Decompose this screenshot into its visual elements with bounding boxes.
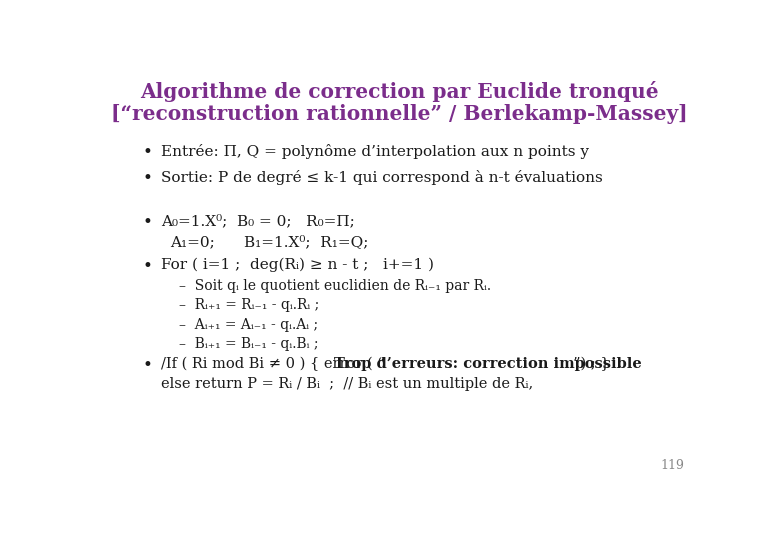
Text: •: •	[143, 214, 153, 231]
Text: /If ( Ri mod Bi ≠ 0 ) { error ( “: /If ( Ri mod Bi ≠ 0 ) { error ( “	[161, 357, 385, 371]
Text: –  Aᵢ₊₁ = Aᵢ₋₁ - qᵢ.Aᵢ ;: – Aᵢ₊₁ = Aᵢ₋₁ - qᵢ.Aᵢ ;	[179, 318, 318, 332]
Text: –  Soit qᵢ le quotient euclidien de Rᵢ₋₁ par Rᵢ.: – Soit qᵢ le quotient euclidien de Rᵢ₋₁ …	[179, 279, 491, 293]
Text: Trop d’erreurs: correction impossible: Trop d’erreurs: correction impossible	[335, 357, 642, 370]
Text: •: •	[143, 357, 153, 374]
Text: •: •	[143, 170, 153, 187]
Text: [“reconstruction rationnelle” / Berlekamp-Massey]: [“reconstruction rationnelle” / Berlekam…	[112, 104, 688, 124]
Text: •: •	[143, 258, 153, 275]
Text: Entrée: Π, Q = polynôme d’interpolation aux n points y: Entrée: Π, Q = polynôme d’interpolation …	[161, 144, 589, 159]
Text: ”) ; }: ”) ; }	[573, 357, 609, 371]
Text: else return P = Rᵢ / Bᵢ  ;  // Bᵢ est un multiple de Rᵢ,: else return P = Rᵢ / Bᵢ ; // Bᵢ est un m…	[161, 377, 534, 390]
Text: –  Rᵢ₊₁ = Rᵢ₋₁ - qᵢ.Rᵢ ;: – Rᵢ₊₁ = Rᵢ₋₁ - qᵢ.Rᵢ ;	[179, 299, 319, 313]
Text: A₁=0;      B₁=1.X⁰;  R₁=Q;: A₁=0; B₁=1.X⁰; R₁=Q;	[170, 235, 368, 249]
Text: 119: 119	[660, 460, 684, 472]
Text: Algorithme de correction par Euclide tronqué: Algorithme de correction par Euclide tro…	[140, 82, 659, 103]
Text: –  Bᵢ₊₁ = Bᵢ₋₁ - qᵢ.Bᵢ ;: – Bᵢ₊₁ = Bᵢ₋₁ - qᵢ.Bᵢ ;	[179, 337, 318, 351]
Text: •: •	[143, 144, 153, 161]
Text: Sortie: P de degré ≤ k-1 qui correspond à n-t évaluations: Sortie: P de degré ≤ k-1 qui correspond …	[161, 170, 603, 185]
Text: A₀=1.X⁰;  B₀ = 0;   R₀=Π;: A₀=1.X⁰; B₀ = 0; R₀=Π;	[161, 214, 355, 228]
Text: For ( i=1 ;  deg(Rᵢ) ≥ n - t ;   i+=1 ): For ( i=1 ; deg(Rᵢ) ≥ n - t ; i+=1 )	[161, 258, 434, 272]
